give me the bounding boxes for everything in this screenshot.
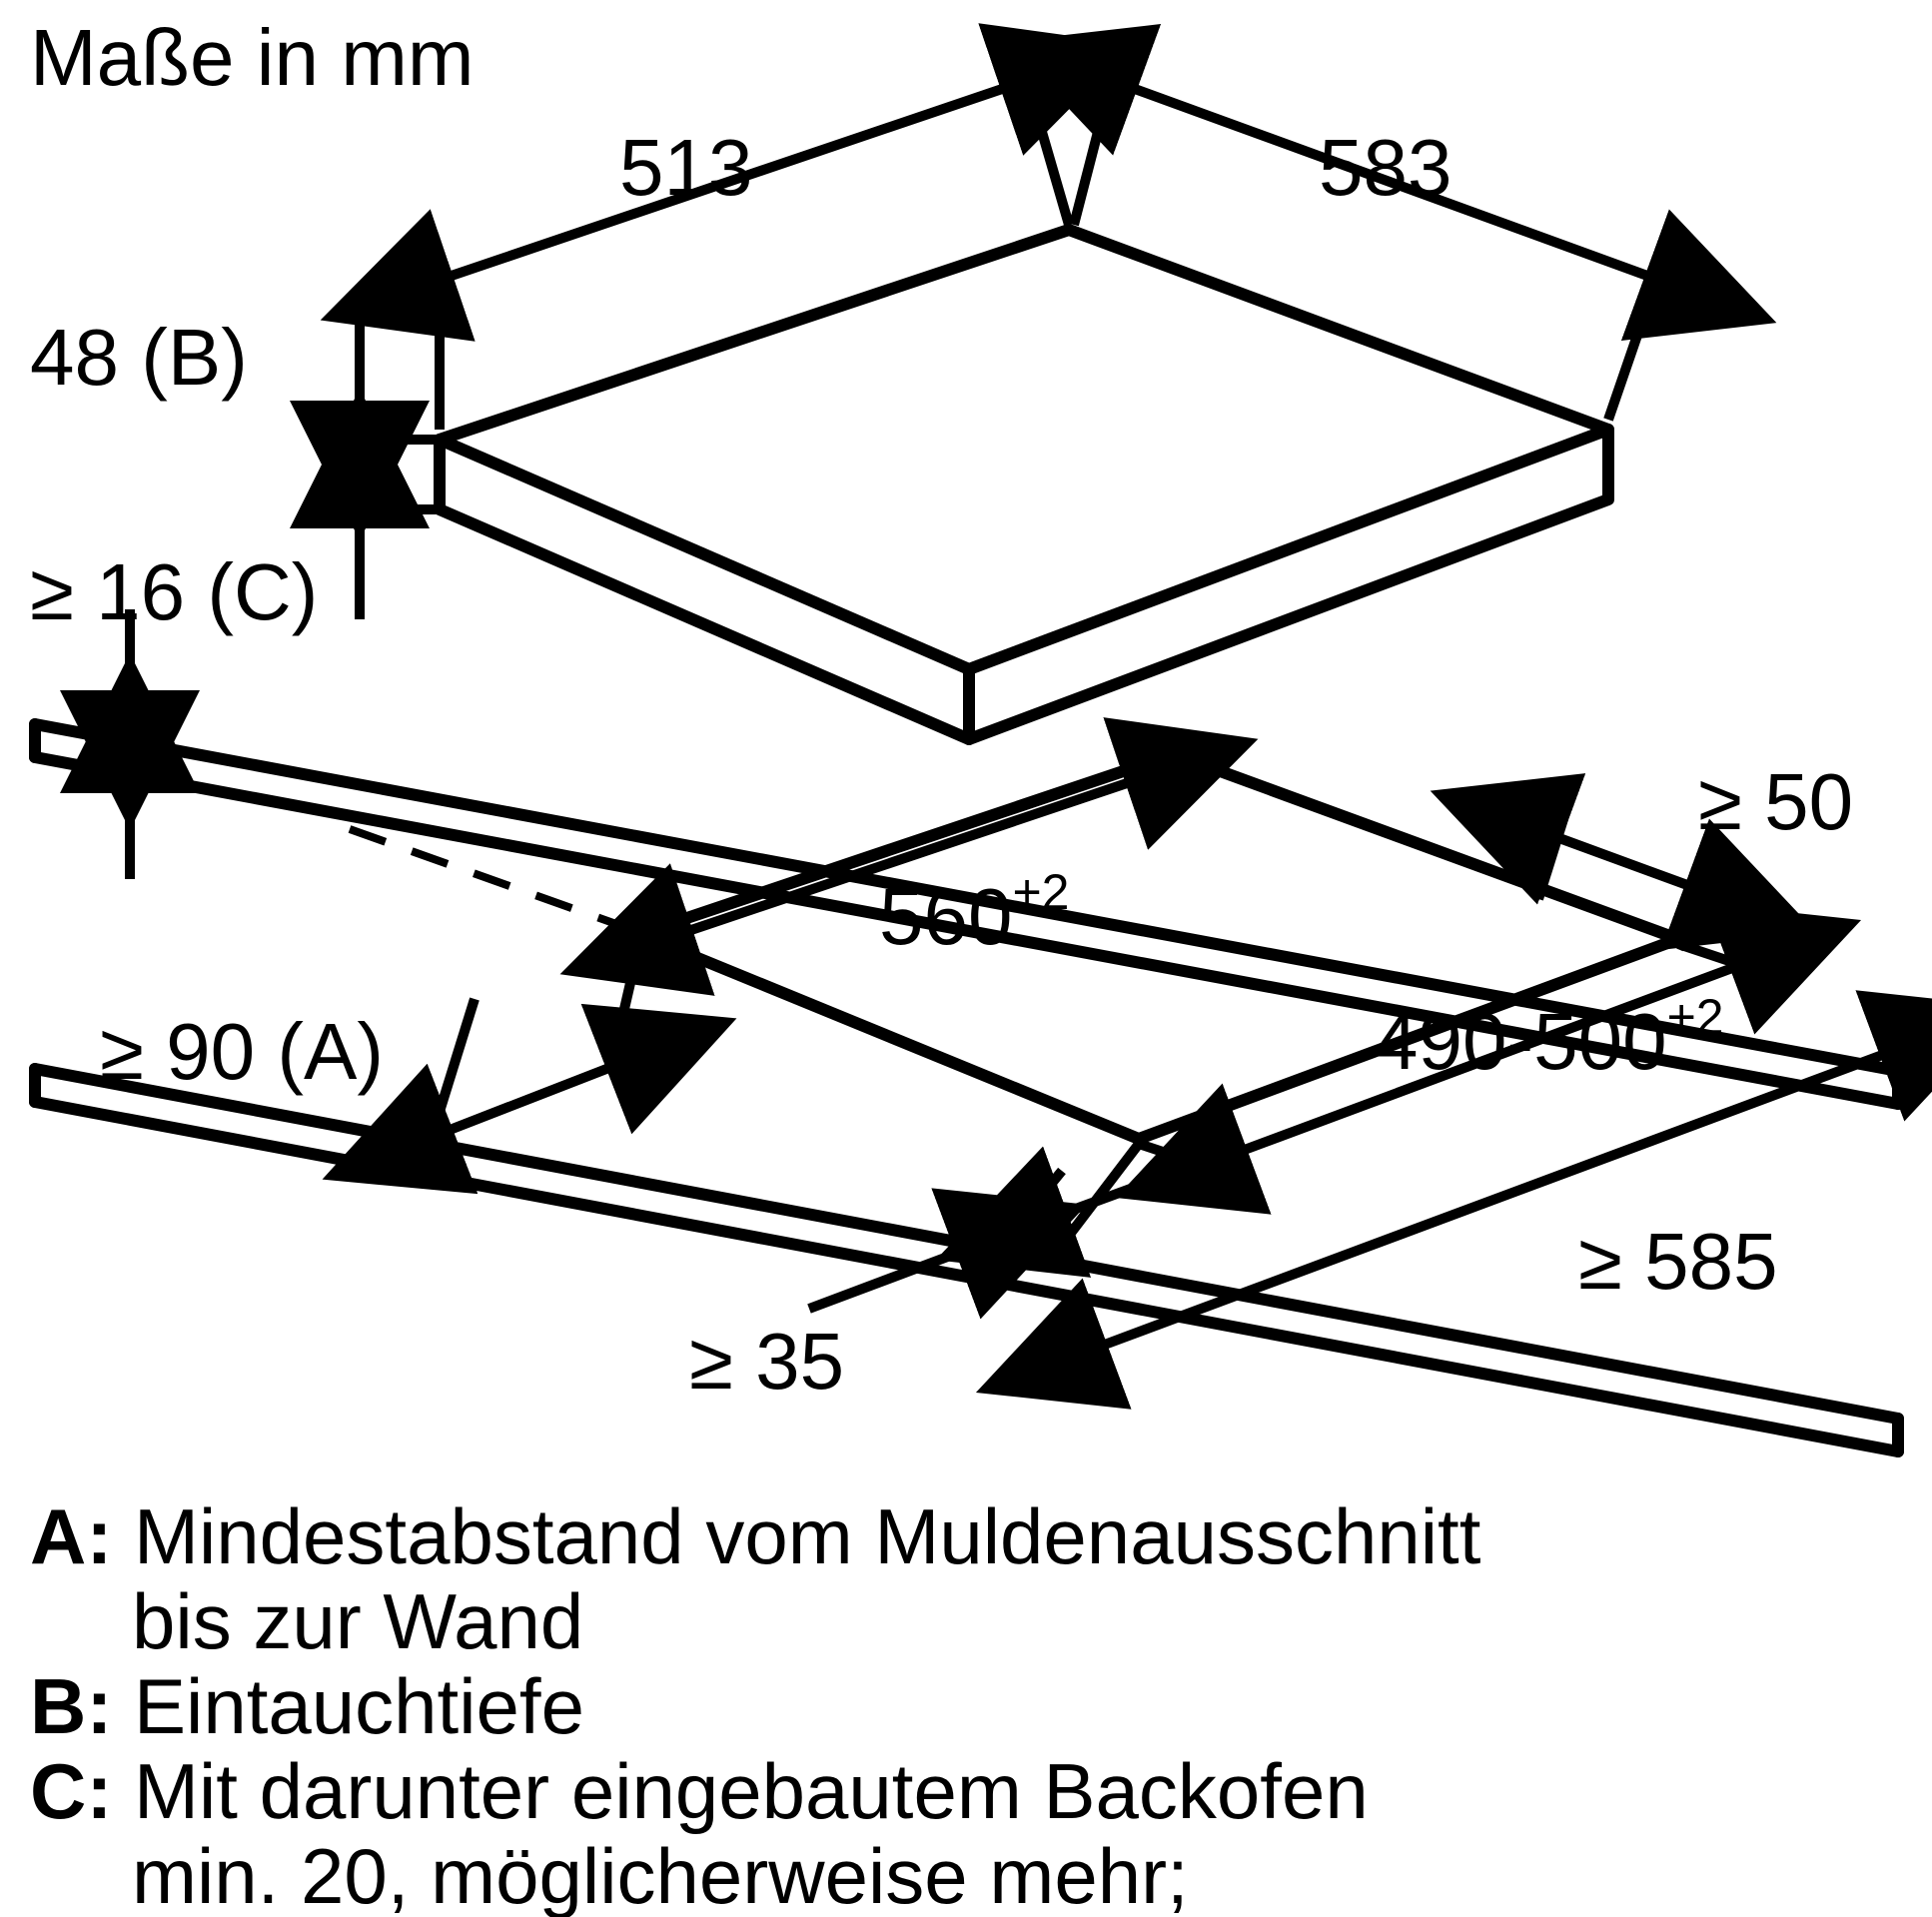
dim-560-sup: +2 xyxy=(1012,864,1069,920)
legend-b-l1: Eintauchtiefe xyxy=(134,1662,584,1750)
dim-490-sup: +2 xyxy=(1667,989,1724,1045)
legend-a-l1: Mindestabstand vom Muldenausschnitt xyxy=(134,1492,1481,1580)
legend-b-key: B: xyxy=(30,1662,112,1750)
dim-35-label: ≥ 35 xyxy=(689,1317,844,1406)
svg-text:B: Eintauchtiefe: B: Eintauchtiefe xyxy=(30,1662,584,1750)
dim-513-label: 513 xyxy=(619,123,752,212)
dim-90a xyxy=(430,944,639,1144)
legend-c-key: C: xyxy=(30,1747,112,1835)
dim-560-base: 560 xyxy=(879,872,1012,961)
dim-90a-label: ≥ 90 (A) xyxy=(100,1007,384,1096)
dim-48b xyxy=(340,320,445,619)
drawing-svg: Maße in mm 513 583 48 (B) ≥ 16 (C) ≥ 90 … xyxy=(0,0,1932,1917)
svg-text:490-500+2: 490-500+2 xyxy=(1374,989,1724,1086)
dim-490-base: 490-500 xyxy=(1374,997,1667,1086)
technical-drawing: Maße in mm 513 583 48 (B) ≥ 16 (C) ≥ 90 … xyxy=(0,0,1932,1917)
svg-text:C: Mit darunter eing: C: Mit darunter eingebautem Backofen xyxy=(30,1747,1369,1835)
dim-16c-label: ≥ 16 (C) xyxy=(30,547,318,636)
cooktop-plate xyxy=(440,230,1608,739)
svg-text:A: Mindestabstand vo: A: Mindestabstand vom Muldenausschnitt xyxy=(30,1492,1481,1580)
dim-50 xyxy=(1538,819,1718,949)
legend-a-l2: bis zur Wand xyxy=(132,1577,583,1665)
dim-585-label: ≥ 585 xyxy=(1578,1217,1778,1306)
dim-583-label: 583 xyxy=(1319,123,1451,212)
legend-c-l2: min. 20, möglicherweise mehr; xyxy=(132,1832,1189,1917)
title-label: Maße in mm xyxy=(30,13,475,102)
legend-a-key: A: xyxy=(30,1492,112,1580)
dim-48b-label: 48 (B) xyxy=(30,313,248,402)
legend-c-l1: Mit darunter eingebautem Backofen xyxy=(134,1747,1369,1835)
dim-50-label: ≥ 50 xyxy=(1698,757,1853,846)
